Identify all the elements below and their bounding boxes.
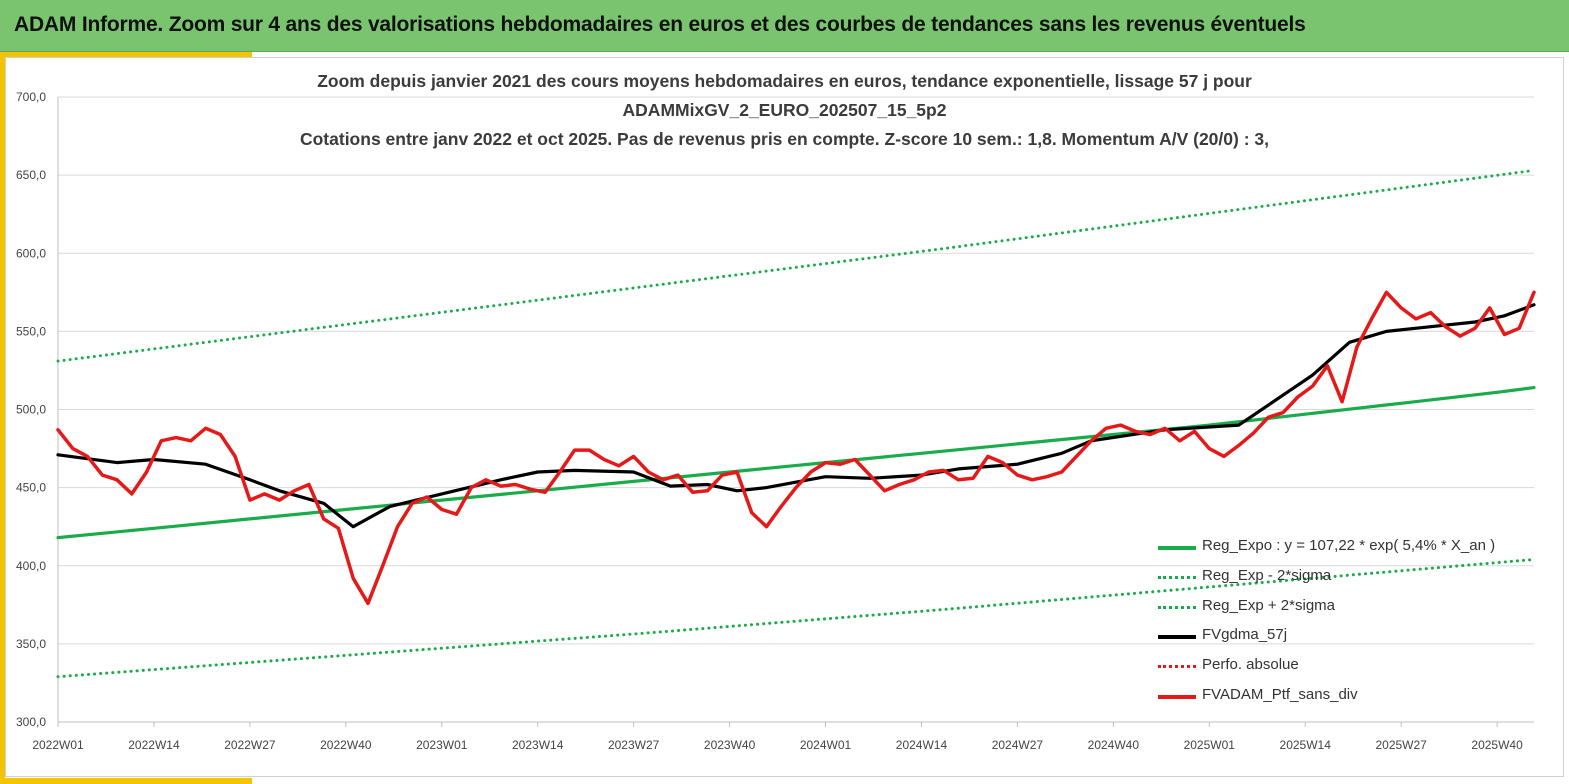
x-tick-label: 2022W27 [224, 738, 276, 752]
y-tick-label: 350,0 [16, 637, 46, 651]
y-tick-label: 550,0 [16, 324, 46, 338]
series-group [56, 168, 1536, 679]
series-line-3 [56, 303, 1536, 529]
x-tick-label: 2025W14 [1280, 738, 1332, 752]
x-tick-label: 2024W40 [1088, 738, 1140, 752]
legend-label: FVADAM_Ptf_sans_div [1202, 686, 1358, 703]
report-header: ADAM Informe. Zoom sur 4 ans des valoris… [0, 0, 1569, 52]
series-line-4 [56, 290, 1536, 606]
y-tick-label: 400,0 [16, 559, 46, 573]
x-tick-label: 2024W27 [992, 738, 1044, 752]
y-axis: 300,0 350,0 400,0 450,0 500,0 550,0 600,0 650,0… [16, 90, 59, 729]
legend-label: Reg_Exp - 2*sigma [1202, 566, 1332, 584]
series-line-1 [56, 558, 1536, 679]
y-tick-label: 450,0 [16, 481, 46, 495]
legend-item: Reg_Expo : y = 107,22 * exp( 5,4% * X_an… [1158, 536, 1538, 558]
chart-title-line-3: Cotations entre janv 2022 et oct 2025. P… [299, 129, 1269, 149]
y-tick-label: 600,0 [16, 246, 46, 260]
x-tick-label: 2025W27 [1375, 738, 1427, 752]
legend-item: Reg_Exp - 2*sigma [1158, 566, 1538, 588]
y-tick-label: 300,0 [16, 715, 46, 729]
legend-label: FVgdma_57j [1202, 626, 1288, 644]
y-tick-label: 700,0 [16, 90, 46, 104]
accent-bar-bottom [0, 778, 252, 784]
legend-swatch [1158, 575, 1196, 579]
x-tick-label: 2022W40 [320, 738, 372, 752]
legend-label: Reg_Expo : y = 107,22 * exp( 5,4% * X_an… [1202, 537, 1496, 554]
x-tick-label: 2023W27 [608, 738, 660, 752]
legend-swatch [1158, 635, 1196, 640]
x-tick-label: 2023W14 [512, 738, 564, 752]
y-tick-label: 650,0 [16, 168, 46, 182]
accent-bar-top [0, 52, 252, 57]
x-tick-label: 2023W40 [704, 738, 756, 752]
legend-item: FVgdma_57j [1158, 625, 1538, 647]
x-tick-label: 2025W40 [1471, 738, 1523, 752]
legend-item: Perfo. absolue [1158, 655, 1538, 677]
legend-label: Perfo. absolue [1202, 656, 1299, 674]
legend-swatch [1158, 546, 1196, 550]
accent-bar-left [0, 52, 5, 784]
legend-swatch [1158, 605, 1196, 609]
series-line-0 [56, 386, 1536, 540]
legend-label: Reg_Exp + 2*sigma [1202, 596, 1335, 614]
report-title: ADAM Informe. Zoom sur 4 ans des valoris… [14, 13, 1306, 36]
x-tick-label: 2024W01 [800, 738, 852, 752]
series-line-2 [56, 168, 1536, 363]
y-tick-label: 500,0 [16, 403, 46, 417]
x-tick-label: 2024W14 [896, 738, 948, 752]
x-tick-label: 2022W01 [32, 738, 84, 752]
legend-swatch [1158, 695, 1196, 699]
legend-swatch [1158, 665, 1196, 669]
x-tick-label: 2022W14 [128, 738, 180, 752]
legend-item: Reg_Exp + 2*sigma [1158, 596, 1538, 618]
x-tick-label: 2023W01 [416, 738, 468, 752]
x-axis: 2022W01 2022W14 2022W27 2022W40 2023W01 2023W… [32, 721, 1534, 752]
chart-frame [5, 57, 1564, 777]
chart-title-line-2: ADAMMixGV_2_EURO_202507_15_5p2 [622, 100, 947, 120]
legend-item: FVADAM_Ptf_sans_div [1158, 685, 1538, 707]
x-tick-label: 2025W01 [1184, 738, 1236, 752]
chart-title-line-1: Zoom depuis janvier 2021 des cours moyen… [317, 71, 1252, 91]
